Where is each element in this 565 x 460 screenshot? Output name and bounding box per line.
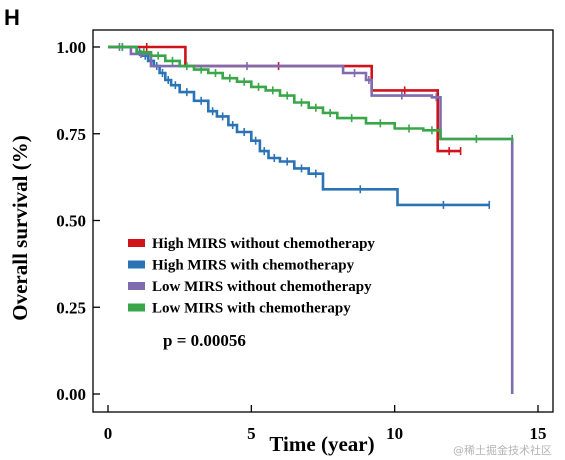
- survival-curves: [108, 43, 514, 394]
- x-tick-label: 0: [104, 424, 113, 443]
- x-axis-title: Time (year): [269, 432, 374, 456]
- x-tick-label: 10: [386, 424, 403, 443]
- legend-swatch: [128, 303, 145, 312]
- y-tick-label: 1.00: [56, 38, 86, 57]
- survival-curve-1: [108, 45, 461, 153]
- watermark: @稀土掘金技术社区: [453, 443, 552, 457]
- y-axis: 0.00 0.25 0.50 0.75 1.00: [56, 38, 100, 404]
- survival-curve-4: [108, 45, 513, 141]
- legend-swatch: [128, 239, 145, 247]
- y-tick-label: 0.00: [56, 385, 86, 404]
- legend-label: Low MIRS without chemotherapy: [152, 279, 372, 295]
- y-axis-title: Overall survival (%): [8, 135, 32, 320]
- legend-swatch: [128, 260, 145, 269]
- legend-swatch: [128, 282, 145, 290]
- x-tick-label: 5: [247, 424, 256, 443]
- legend-label: High MIRS with chemotherapy: [152, 258, 355, 274]
- x-tick-label: 15: [530, 424, 547, 443]
- panel-label: H: [4, 5, 20, 30]
- legend-label: High MIRS without chemotherapy: [152, 236, 375, 252]
- y-tick-label: 0.25: [56, 298, 86, 317]
- legend-label: Low MIRS with chemotherapy: [152, 301, 351, 317]
- plot-frame: [92, 29, 554, 413]
- survival-curve-2: [108, 45, 490, 207]
- p-value-annotation: p = 0.00056: [163, 331, 246, 350]
- legend: High MIRS without chemotherapy High MIRS …: [128, 236, 375, 317]
- x-axis: 0 5 10 15: [104, 405, 547, 443]
- y-tick-label: 0.50: [56, 212, 86, 231]
- y-tick-label: 0.75: [56, 125, 86, 144]
